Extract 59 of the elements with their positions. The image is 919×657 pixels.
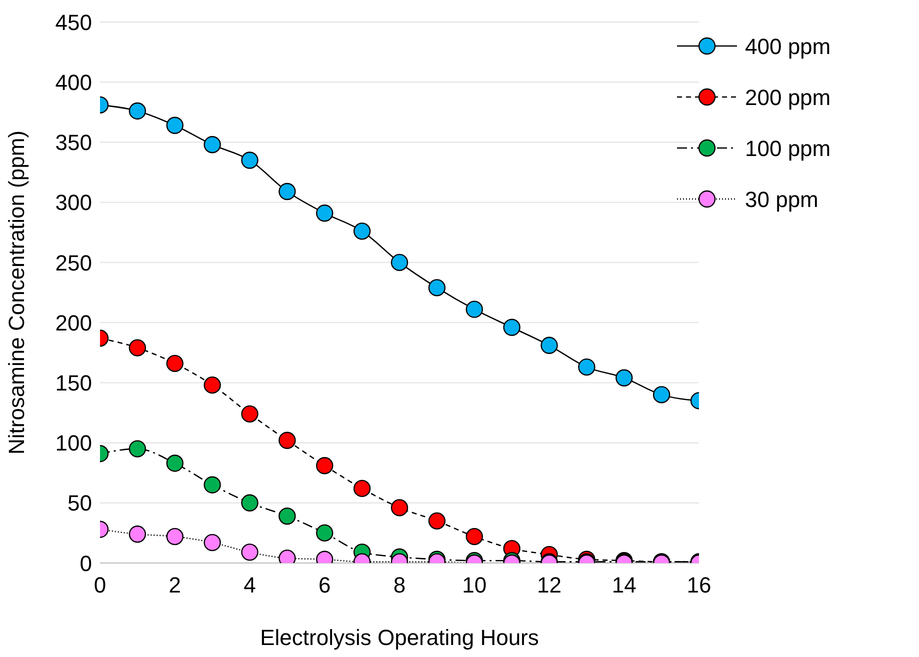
x-tick-label: 14 — [612, 572, 636, 598]
point — [503, 318, 520, 336]
x-tick-label: 10 — [462, 572, 487, 598]
y-tick-label: 200 — [55, 310, 92, 336]
legend-label: 200 ppm — [745, 85, 831, 110]
y-tick-label: 150 — [55, 370, 92, 396]
point — [204, 136, 221, 154]
y-axis-title: Nitrosamine Concentration (ppm) — [4, 130, 29, 455]
y-tick-label: 350 — [55, 130, 92, 156]
point — [316, 524, 334, 542]
x-tick-label: 8 — [393, 572, 406, 598]
point — [241, 152, 258, 169]
y-tick-label: 250 — [55, 250, 92, 276]
point — [278, 182, 296, 200]
point — [278, 508, 296, 525]
point — [166, 454, 184, 472]
point — [204, 376, 221, 394]
x-tick-label: 2 — [168, 572, 181, 598]
x-tick-label: 6 — [318, 572, 331, 598]
point — [166, 116, 184, 134]
point — [466, 300, 483, 318]
point — [616, 369, 633, 386]
x-tick-label: 12 — [537, 572, 562, 598]
point — [316, 204, 334, 222]
point — [241, 405, 258, 423]
point — [128, 526, 146, 543]
y-tick-label: 100 — [55, 430, 92, 456]
point — [428, 512, 446, 530]
legend-label: 100 ppm — [745, 136, 831, 161]
y-tick-label: 0 — [80, 550, 92, 576]
point — [353, 480, 371, 498]
y-tick-label: 50 — [68, 490, 92, 516]
point — [204, 476, 221, 494]
point — [166, 528, 184, 546]
point — [241, 544, 258, 561]
point — [390, 499, 408, 516]
point — [204, 534, 221, 552]
point — [652, 386, 670, 404]
point — [128, 339, 146, 356]
legend-label: 30 ppm — [745, 187, 818, 212]
x-tick-label: 16 — [686, 572, 712, 598]
point — [466, 528, 483, 546]
point — [316, 457, 334, 474]
y-tick-label: 300 — [55, 190, 92, 216]
point — [578, 358, 596, 376]
y-tick-label: 400 — [55, 70, 92, 95]
legend-label: 400 ppm — [745, 34, 831, 59]
x-tick-label: 4 — [244, 572, 256, 598]
x-axis-title: Electrolysis Operating Hours — [260, 625, 539, 650]
point — [540, 336, 558, 354]
point — [428, 279, 446, 296]
point — [390, 254, 408, 272]
point — [278, 432, 296, 449]
point — [166, 354, 184, 372]
point — [353, 222, 371, 240]
point — [241, 494, 258, 512]
point — [128, 102, 146, 120]
y-tick-label: 450 — [55, 10, 92, 35]
point — [128, 440, 146, 458]
